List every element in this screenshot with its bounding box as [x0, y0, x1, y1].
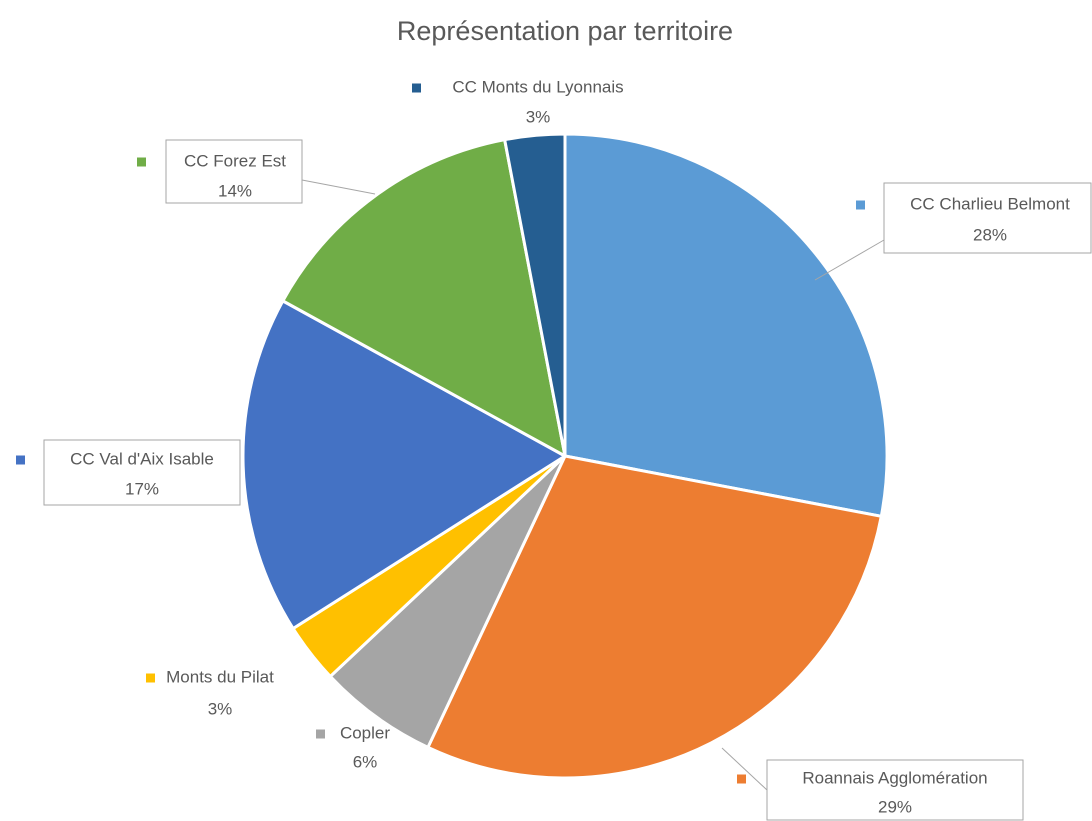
legend-marker	[316, 729, 325, 739]
value-label: 29%	[878, 797, 912, 816]
legend-marker	[856, 200, 865, 210]
pie-slice	[503, 132, 567, 458]
pie-slice	[241, 299, 567, 631]
pie-slice	[328, 454, 567, 749]
value-label: 28%	[973, 225, 1007, 244]
leader-line	[721, 747, 768, 791]
category-label: Monts du Pilat	[166, 667, 274, 686]
category-label: Roannais Agglomération	[802, 768, 987, 787]
label-box	[165, 139, 303, 204]
label-box	[766, 759, 1024, 821]
label-box	[883, 182, 1092, 254]
pie-slice	[563, 132, 889, 518]
legend-marker	[16, 455, 25, 465]
legend-marker	[146, 673, 155, 683]
label-box	[43, 439, 241, 506]
category-label: CC Charlieu Belmont	[910, 194, 1070, 213]
legend-marker	[737, 774, 746, 784]
value-label: 3%	[526, 107, 551, 126]
value-label: 3%	[208, 699, 233, 718]
pie-slice	[426, 454, 883, 780]
value-label: 17%	[125, 479, 159, 498]
pie-slice	[281, 138, 567, 458]
leader-line	[301, 179, 376, 195]
category-label: CC Forez Est	[184, 151, 286, 170]
chart-title: Représentation par territoire	[397, 16, 733, 46]
category-label: CC Monts du Lyonnais	[452, 77, 623, 96]
leader-line	[814, 239, 885, 281]
legend-marker	[412, 83, 421, 93]
category-label: CC Val d'Aix Isable	[70, 449, 214, 468]
value-label: 14%	[218, 181, 252, 200]
value-label: 6%	[353, 752, 378, 771]
legend-marker	[137, 157, 146, 167]
category-label: Copler	[340, 723, 390, 742]
